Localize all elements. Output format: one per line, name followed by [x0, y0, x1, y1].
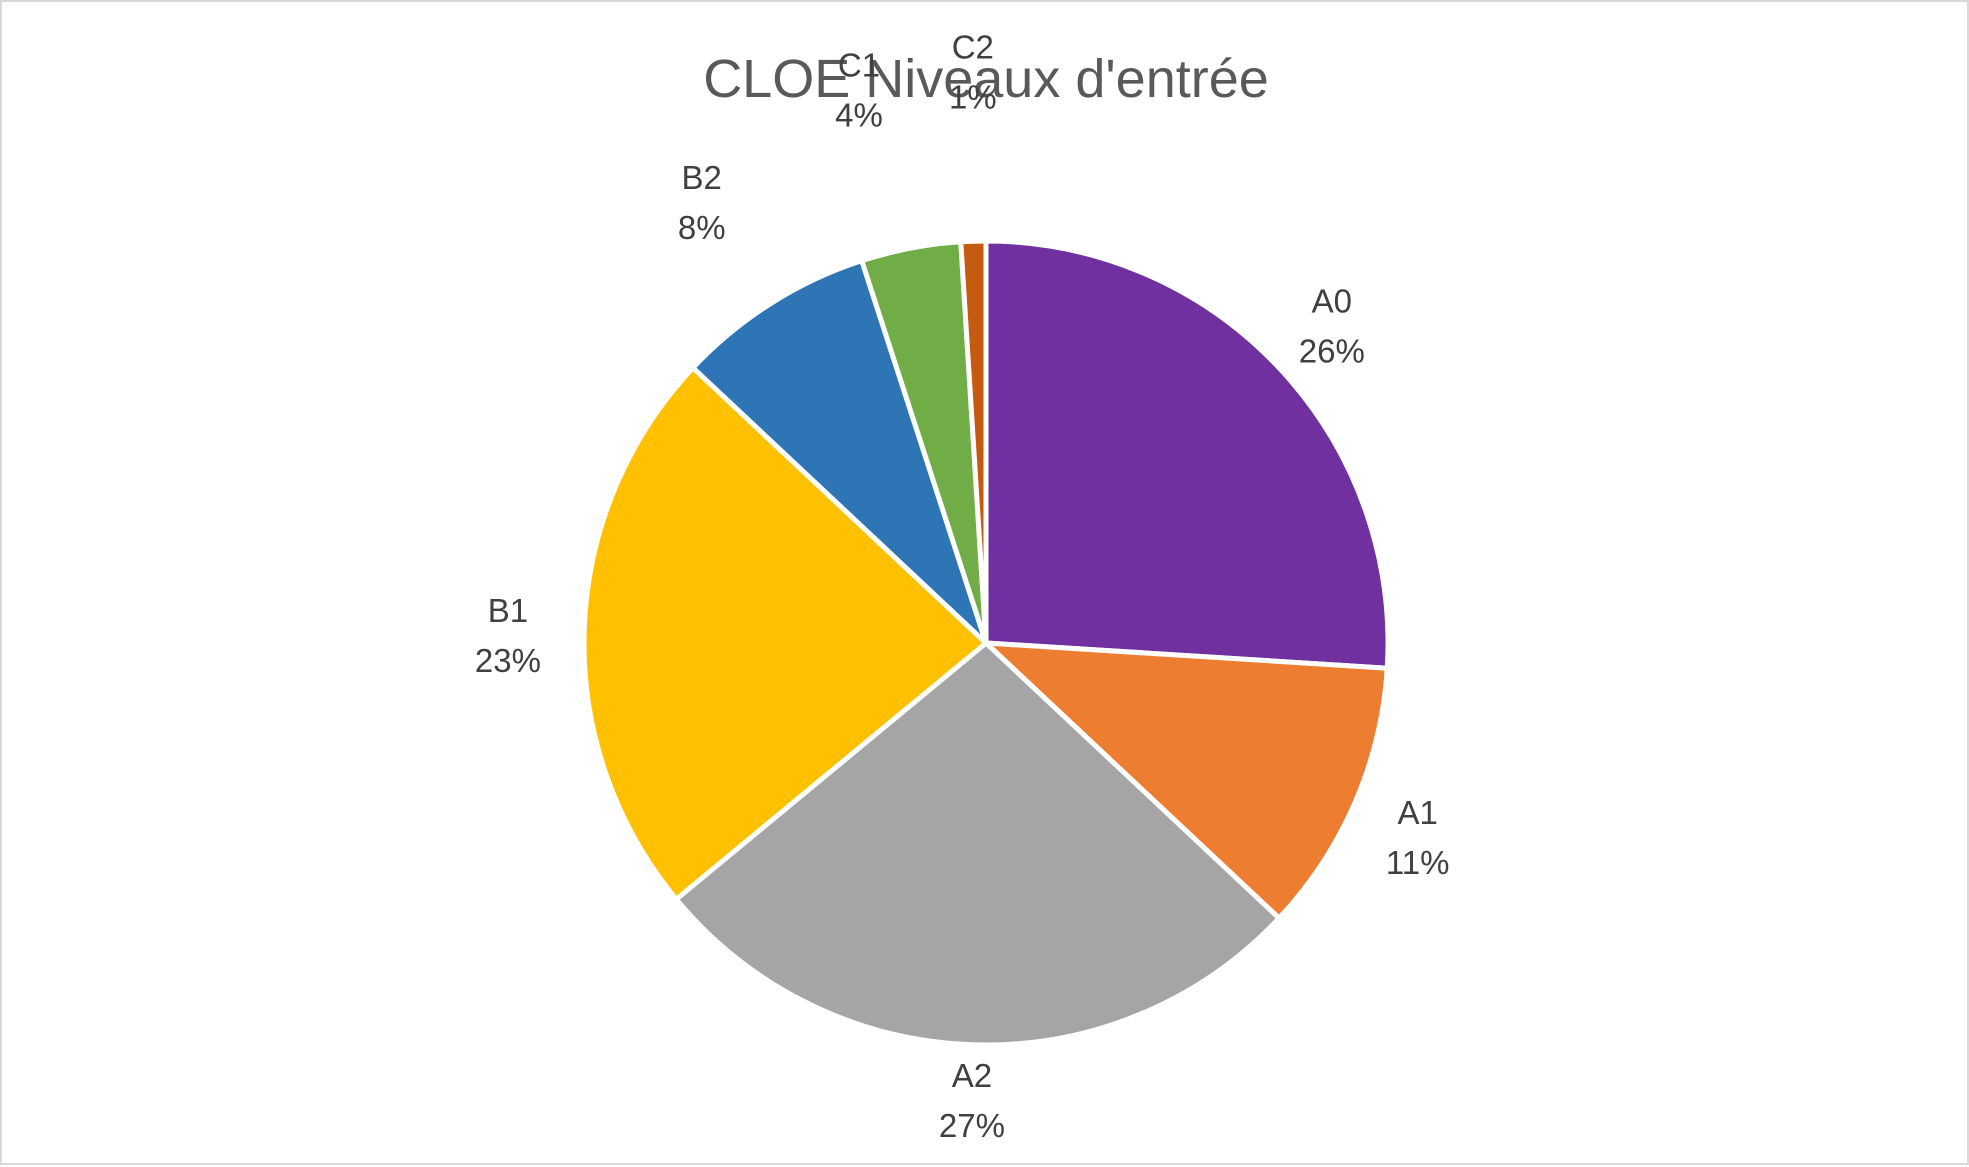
pie-slice-a2: [673, 640, 1282, 1048]
slice-label-percent-b1: 23%: [475, 642, 541, 679]
slice-label-category-a1: A1: [1398, 794, 1438, 831]
pie-slice-a1: [983, 640, 1390, 921]
slice-label-percent-c2: 1%: [949, 78, 997, 115]
pie-slice-b1: [581, 365, 989, 902]
slice-label-category-a0: A0: [1312, 282, 1352, 319]
slice-label-percent-a1: 11%: [1386, 844, 1450, 881]
slice-label-percent-a0: 26%: [1299, 332, 1365, 369]
slice-labels: A0 26% A1 11% A2 27% B1 23% B2 8% C1 4% C2 1%: [475, 28, 1450, 1144]
slice-label-category-c2: C2: [952, 28, 994, 65]
chart-title: CLOE Niveaux d'entrée: [703, 49, 1269, 109]
pie-slice-a0: [983, 238, 1391, 671]
slice-label-category-a2: A2: [952, 1057, 992, 1094]
slice-label-percent-c1: 4%: [835, 96, 883, 133]
pie-slice-c2: [958, 238, 989, 646]
pie-slices: [581, 238, 1391, 1048]
slice-label-category-c1: C1: [838, 46, 880, 83]
slice-label-percent-a2: 27%: [939, 1107, 1005, 1144]
slice-label-percent-b2: 8%: [678, 209, 726, 246]
slice-label-category-b1: B1: [488, 592, 528, 629]
pie-slice-b2: [690, 258, 989, 646]
slice-label-category-b2: B2: [682, 159, 722, 196]
